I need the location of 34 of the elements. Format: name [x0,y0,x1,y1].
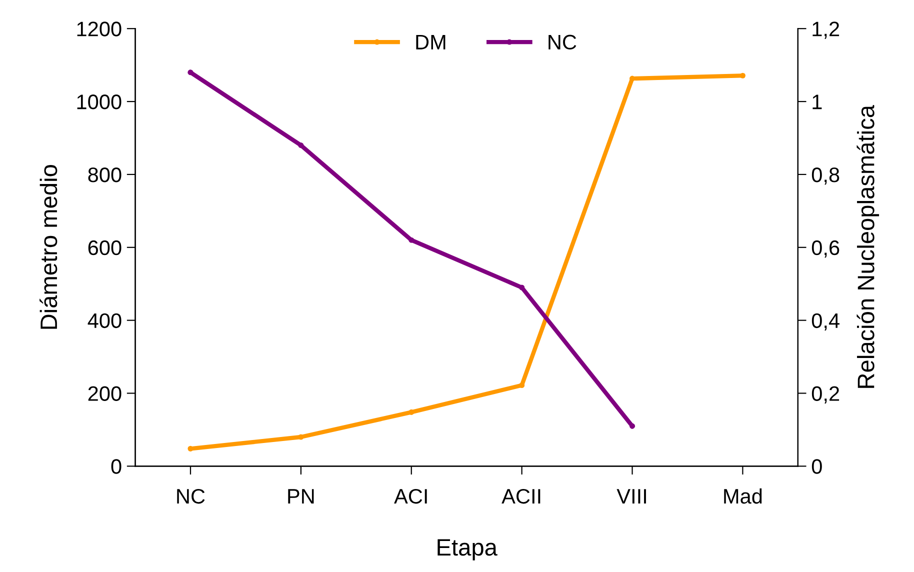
point [408,237,414,243]
x-tick-label: ACII [502,488,540,504]
y-tick-label: 0 [111,459,122,474]
point [519,284,525,290]
point [519,382,525,388]
y-tick-label: 1200 [77,22,122,36]
y-tick-label: 400 [88,313,122,328]
legend-label: DM [416,34,446,50]
point [298,142,304,148]
y2-axis-title: Relación Nucleoplasmática [856,104,880,388]
point [298,434,304,440]
y2-tick-label: 0,4 [812,313,840,331]
point [188,70,194,76]
y2-tick-label: 1,2 [812,22,840,39]
y-tick-label: 600 [88,240,122,256]
y2-tick-label: 1 [812,94,822,110]
y-tick-label: 800 [88,167,122,182]
x-tick-label: ACI [394,488,427,504]
y2-tick-label: 0 [812,459,822,474]
legend-label: NC [548,34,576,50]
y2-tick-label: 0,6 [812,240,840,258]
y-axis-title: Diámetro medio [40,165,58,329]
line-series [188,70,636,429]
x-tick-label: NC [177,488,205,504]
x-tick-label: PN [288,489,314,504]
point [629,423,636,429]
y-tick-label: 200 [88,386,122,402]
y-tick-label: 1000 [77,94,122,110]
y2-tick-label: 0,2 [812,386,840,404]
x-tick-label: VIII [616,489,646,504]
y2-tick-label: 0,8 [812,167,840,185]
x-axis-title: Etapa [438,539,498,560]
x-tick-label: Mad [724,488,762,504]
point [408,409,414,415]
